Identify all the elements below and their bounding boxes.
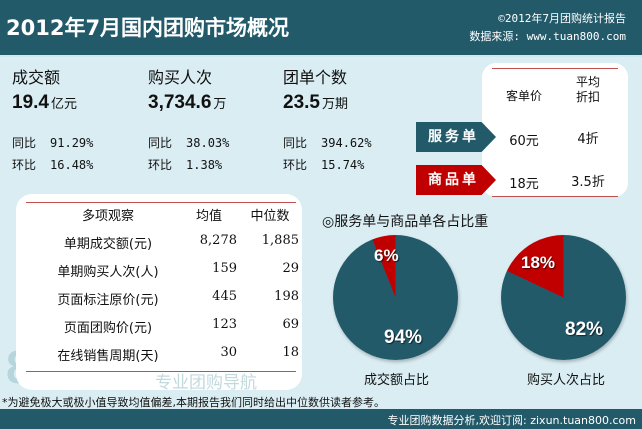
stat-mom: 环比 16.48% bbox=[12, 158, 94, 172]
table-row: 单期购买人次(人) 159 29 bbox=[57, 261, 299, 280]
pie1-goods-label: 6% bbox=[374, 246, 399, 265]
pie-section-title: ◎服务单与商品单各占比重 bbox=[322, 214, 489, 230]
observation-table: 多项观察 均值 中位数 单期成交额(元) 8,278 1,885 单期购买人次(人) 15… bbox=[16, 194, 302, 390]
pie1-service-label: 94% bbox=[384, 327, 423, 348]
divider bbox=[26, 202, 296, 203]
divider bbox=[492, 196, 618, 197]
header-banner: 2012年7月国内团购市场概况 ©2012年7月团购统计报告 数据来源: www… bbox=[0, 0, 642, 57]
header-discount-2: 折扣 bbox=[575, 90, 600, 104]
price-table: 客单价 平均 折扣 60元 4折 18元 3.5折 bbox=[482, 63, 628, 197]
stat-yoy: 同比 38.03% bbox=[148, 136, 230, 150]
stat-gmv: 成交额 19.4 亿元 同比 91.29% 环比 16.48% bbox=[12, 64, 93, 172]
pie2-goods-label: 18% bbox=[521, 253, 556, 272]
service-deal-tag: 服务单 bbox=[416, 122, 496, 152]
subscribe-text: 专业团购数据分析,欢迎订阅: zixun.tuan800.com bbox=[387, 414, 636, 427]
stat-value: 23.5 万期 bbox=[283, 92, 348, 113]
stat-mom: 环比 1.38% bbox=[148, 158, 223, 172]
footnote: *为避免极大或极小值导致均值偏差,本期报告我们同时给出中位数供读者参考。 bbox=[2, 396, 385, 409]
table-row: 单期成交额(元) 8,278 1,885 bbox=[63, 233, 299, 252]
stat-yoy: 同比 394.62% bbox=[283, 136, 372, 150]
pie1-caption: 成交额占比 bbox=[364, 373, 430, 388]
data-source: 数据来源: www.tuan800.com bbox=[469, 30, 626, 43]
table-row: 页面标注原价(元) 445 198 bbox=[57, 289, 299, 308]
header-discount-1: 平均 bbox=[575, 75, 600, 89]
stat-yoy: 同比 91.29% bbox=[12, 136, 94, 150]
stat-value: 19.4 亿元 bbox=[12, 92, 77, 113]
goods-deal-tag: 商品单 bbox=[416, 165, 496, 195]
page-title: 2012年7月国内团购市场概况 bbox=[6, 16, 290, 40]
table-header: 多项观察 均值 中位数 bbox=[81, 209, 290, 224]
stat-label: 购买人次 bbox=[148, 68, 213, 87]
stat-label: 团单个数 bbox=[283, 68, 348, 87]
gmv-share-pie bbox=[333, 235, 458, 360]
pie2-caption: 购买人次占比 bbox=[527, 373, 606, 388]
header-unit-price: 客单价 bbox=[505, 89, 542, 103]
divider bbox=[26, 371, 296, 372]
table-row: 在线销售周期(天) 30 18 bbox=[57, 345, 299, 364]
report-copyright: ©2012年7月团购统计报告 bbox=[498, 12, 626, 25]
stat-value: 3,734.6 万 bbox=[148, 92, 227, 113]
slogan-watermark: 专业团购导航 bbox=[155, 373, 257, 393]
service-price: 60元 bbox=[509, 134, 539, 149]
divider bbox=[492, 68, 618, 69]
goods-price: 18元 bbox=[509, 177, 539, 192]
stat-purchases: 购买人次 3,734.6 万 同比 38.03% 环比 1.38% bbox=[148, 64, 229, 172]
stat-mom: 环比 15.74% bbox=[283, 158, 365, 172]
goods-discount: 3.5折 bbox=[571, 175, 605, 190]
table-row: 页面团购价(元) 123 69 bbox=[63, 317, 299, 336]
stat-deals: 团单个数 23.5 万期 同比 394.62% 环比 15.74% bbox=[283, 64, 372, 172]
service-discount: 4折 bbox=[577, 132, 599, 147]
footer-bar: 专业团购数据分析,欢迎订阅: zixun.tuan800.com bbox=[0, 409, 642, 429]
pie2-service-label: 82% bbox=[565, 319, 604, 340]
purchases-share-pie bbox=[501, 235, 626, 360]
stat-label: 成交额 bbox=[12, 68, 61, 87]
